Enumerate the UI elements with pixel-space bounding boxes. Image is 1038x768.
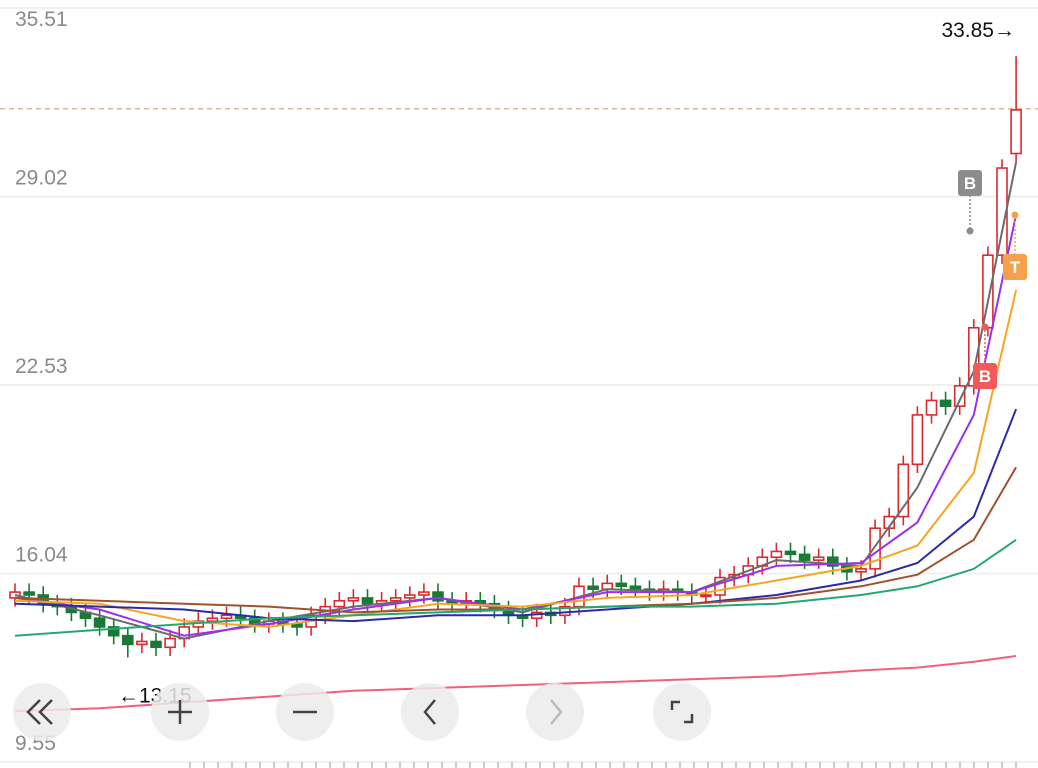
- candle-body: [939, 399, 952, 408]
- zoom-out-button[interactable]: [276, 683, 334, 741]
- candle-body: [587, 585, 599, 590]
- y-tick-label: 16.04: [15, 544, 68, 567]
- candle-body: [615, 582, 628, 588]
- marker-label: B: [964, 174, 976, 193]
- moving-average-line: [14, 466, 1017, 614]
- candle-body: [418, 591, 430, 596]
- candle-body: [122, 634, 134, 646]
- marker-dot: [981, 323, 989, 331]
- marker-badge: [958, 170, 982, 196]
- next-button[interactable]: [526, 683, 584, 741]
- zoom-reset-button[interactable]: [13, 683, 71, 741]
- candle-body: [855, 568, 867, 573]
- moving-average-line: [14, 214, 1018, 637]
- candle-body: [714, 576, 726, 596]
- candle-body: [389, 597, 402, 602]
- prev-button[interactable]: [401, 683, 459, 741]
- candle-body: [206, 617, 219, 622]
- candle-body: [432, 591, 444, 602]
- candle-body: [93, 617, 106, 628]
- candle-body: [220, 614, 233, 620]
- marker-label: B: [979, 367, 991, 386]
- moving-average-line: [14, 162, 1018, 640]
- candle-body: [925, 399, 938, 416]
- candle-body: [361, 597, 374, 605]
- marker-dot: [1011, 211, 1019, 219]
- moving-average-line: [14, 289, 1018, 628]
- candle-body: [136, 640, 148, 646]
- candle-body: [784, 550, 797, 556]
- candle-body: [798, 553, 811, 561]
- moving-average-line: [14, 538, 1017, 637]
- marker-dot: [966, 227, 974, 235]
- candle-body: [9, 591, 21, 599]
- y-tick-label: 35.51: [15, 8, 68, 31]
- candle-body: [333, 600, 346, 608]
- candle-body: [107, 626, 120, 637]
- candle-body: [23, 591, 35, 596]
- candle-body: [150, 640, 162, 649]
- y-tick-label: 22.53: [15, 355, 68, 378]
- candle-body: [911, 414, 924, 466]
- candle-body: [826, 556, 839, 567]
- marker-badge: [973, 363, 997, 389]
- max-annotation: 33.85→: [941, 19, 1015, 42]
- marker-badge: [1003, 254, 1027, 280]
- candle-body: [629, 585, 642, 590]
- fullscreen-button[interactable]: [653, 683, 711, 741]
- marker-label: T: [1010, 258, 1021, 277]
- zoom-in-button[interactable]: [151, 683, 209, 741]
- toolbar: [13, 683, 711, 741]
- candle-body: [164, 637, 176, 649]
- candle-body: [403, 594, 416, 599]
- y-tick-label: 29.02: [15, 167, 68, 190]
- candle-body: [770, 550, 783, 559]
- candle-body: [347, 597, 360, 602]
- candle-body: [1010, 109, 1022, 155]
- candle-body: [812, 556, 825, 561]
- candle-body: [897, 463, 910, 518]
- candle-body: [700, 594, 712, 598]
- moving-average-line: [14, 408, 1018, 623]
- candle-body: [953, 385, 966, 408]
- candle-body: [559, 605, 571, 617]
